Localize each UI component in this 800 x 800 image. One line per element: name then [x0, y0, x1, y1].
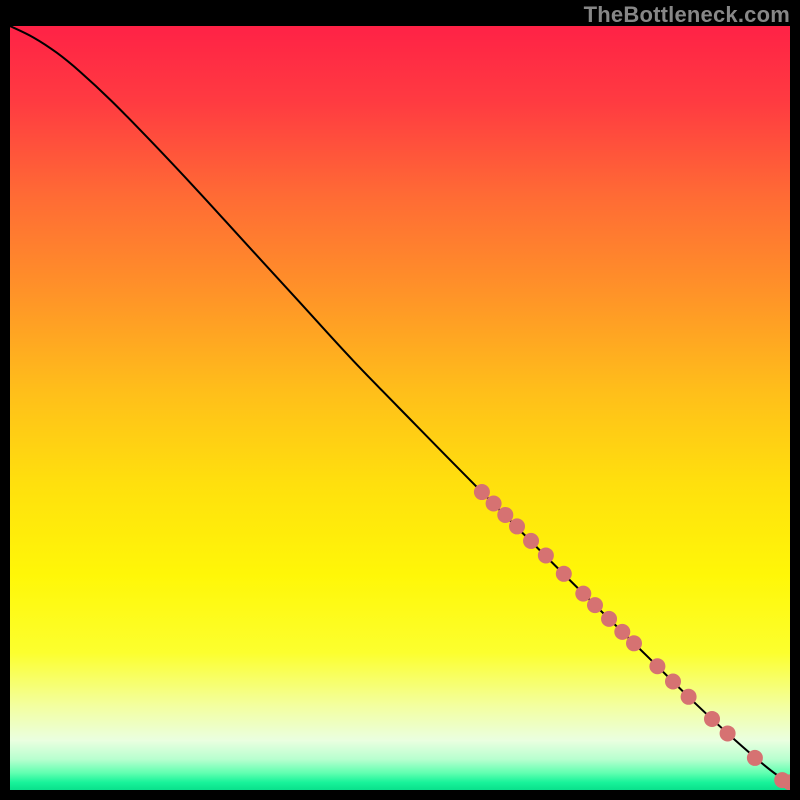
data-marker: [523, 533, 539, 549]
data-marker: [704, 711, 720, 727]
data-marker: [497, 507, 513, 523]
data-marker: [575, 586, 591, 602]
chart-svg: [10, 26, 790, 790]
data-marker: [665, 674, 681, 690]
root: TheBottleneck.com: [0, 0, 800, 800]
plot-area: [10, 26, 790, 790]
data-marker: [601, 611, 617, 627]
data-marker: [681, 689, 697, 705]
data-marker: [486, 496, 502, 512]
data-marker: [649, 658, 665, 674]
watermark-text: TheBottleneck.com: [584, 2, 790, 28]
data-marker: [538, 547, 554, 563]
data-marker: [626, 635, 642, 651]
data-marker: [474, 484, 490, 500]
data-marker: [747, 750, 763, 766]
data-marker: [614, 624, 630, 640]
data-marker: [587, 597, 603, 613]
data-marker: [720, 725, 736, 741]
data-marker: [509, 518, 525, 534]
data-marker: [556, 566, 572, 582]
